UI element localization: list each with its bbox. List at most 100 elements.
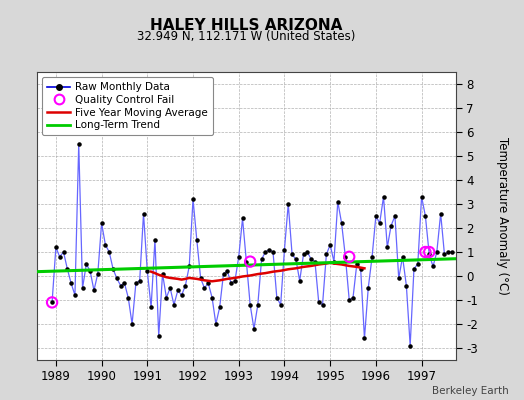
- Point: [376, 220, 384, 226]
- Point: [94, 270, 102, 277]
- Point: [74, 141, 83, 147]
- Point: [383, 244, 391, 250]
- Point: [155, 333, 163, 339]
- Point: [387, 222, 395, 229]
- Point: [444, 249, 452, 255]
- Point: [178, 292, 186, 298]
- Point: [242, 258, 250, 265]
- Point: [124, 294, 133, 301]
- Point: [272, 294, 281, 301]
- Point: [418, 194, 426, 200]
- Point: [204, 280, 212, 286]
- Point: [314, 299, 323, 306]
- Text: Berkeley Earth: Berkeley Earth: [432, 386, 508, 396]
- Point: [158, 270, 167, 277]
- Y-axis label: Temperature Anomaly (°C): Temperature Anomaly (°C): [496, 137, 509, 295]
- Point: [116, 282, 125, 289]
- Point: [330, 258, 338, 265]
- Point: [105, 249, 113, 255]
- Point: [425, 249, 433, 255]
- Point: [170, 302, 178, 308]
- Point: [181, 282, 190, 289]
- Point: [147, 304, 155, 310]
- Point: [436, 210, 445, 217]
- Point: [292, 256, 300, 262]
- Point: [82, 261, 91, 267]
- Point: [63, 266, 71, 272]
- Point: [361, 335, 369, 342]
- Point: [97, 220, 106, 226]
- Point: [395, 275, 403, 282]
- Point: [413, 261, 422, 267]
- Point: [173, 287, 182, 294]
- Point: [220, 270, 228, 277]
- Point: [296, 278, 304, 284]
- Point: [71, 292, 79, 298]
- Point: [231, 278, 239, 284]
- Point: [406, 342, 414, 349]
- Text: HALEY HILLS ARIZONA: HALEY HILLS ARIZONA: [150, 18, 343, 33]
- Point: [121, 280, 129, 286]
- Point: [307, 256, 315, 262]
- Point: [337, 220, 346, 226]
- Point: [128, 321, 136, 327]
- Point: [86, 268, 94, 274]
- Point: [334, 198, 342, 205]
- Text: 32.949 N, 112.171 W (United States): 32.949 N, 112.171 W (United States): [137, 30, 355, 43]
- Point: [250, 326, 258, 332]
- Point: [398, 254, 407, 260]
- Point: [353, 261, 361, 267]
- Point: [235, 254, 243, 260]
- Point: [356, 266, 365, 272]
- Point: [136, 278, 144, 284]
- Point: [48, 299, 56, 306]
- Point: [303, 249, 311, 255]
- Point: [208, 294, 216, 301]
- Point: [215, 304, 224, 310]
- Point: [52, 244, 60, 250]
- Point: [257, 256, 266, 262]
- Point: [162, 294, 171, 301]
- Point: [132, 280, 140, 286]
- Point: [284, 201, 292, 207]
- Point: [79, 285, 87, 291]
- Point: [151, 237, 159, 243]
- Point: [277, 302, 285, 308]
- Point: [349, 294, 357, 301]
- Point: [139, 210, 148, 217]
- Point: [101, 242, 110, 248]
- Point: [364, 285, 373, 291]
- Point: [254, 302, 262, 308]
- Point: [372, 213, 380, 219]
- Point: [341, 254, 350, 260]
- Point: [311, 258, 319, 265]
- Point: [345, 254, 353, 260]
- Point: [193, 237, 201, 243]
- Point: [48, 299, 56, 306]
- Point: [143, 268, 151, 274]
- Point: [109, 266, 117, 272]
- Point: [319, 302, 327, 308]
- Point: [56, 254, 64, 260]
- Point: [379, 194, 388, 200]
- Point: [227, 280, 235, 286]
- Point: [59, 249, 68, 255]
- Point: [280, 246, 289, 253]
- Point: [166, 285, 174, 291]
- Point: [345, 297, 353, 303]
- Point: [368, 254, 376, 260]
- Point: [67, 280, 75, 286]
- Point: [261, 249, 269, 255]
- Point: [185, 263, 193, 270]
- Point: [326, 242, 334, 248]
- Point: [200, 285, 209, 291]
- Point: [246, 258, 254, 265]
- Point: [269, 249, 277, 255]
- Point: [433, 249, 441, 255]
- Point: [113, 275, 121, 282]
- Point: [299, 251, 308, 258]
- Point: [448, 249, 456, 255]
- Point: [429, 263, 437, 270]
- Point: [421, 213, 430, 219]
- Point: [238, 215, 247, 222]
